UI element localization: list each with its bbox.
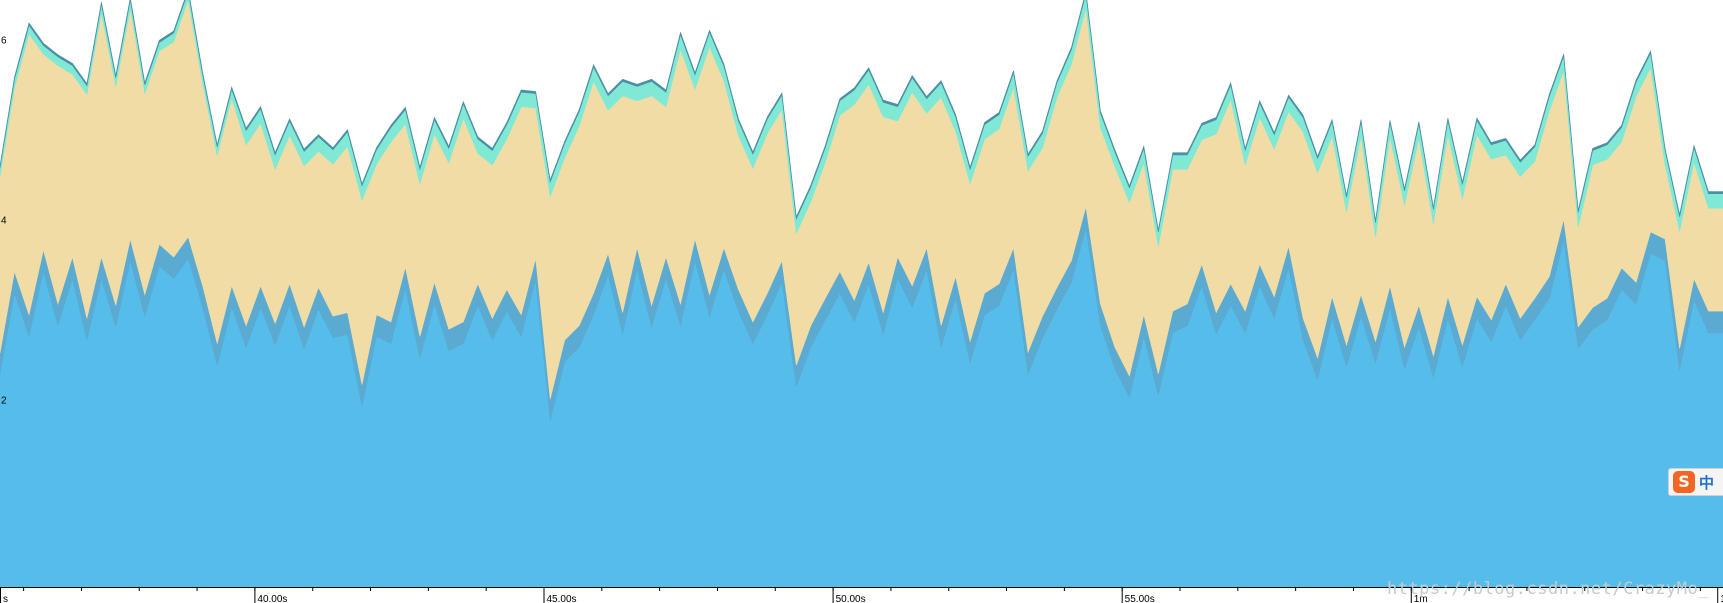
x-tick-label: 1m5 [1720,594,1723,603]
x-tick-label: 50.00s [836,594,866,603]
y-axis: 2 4 6 [1,36,7,407]
y-tick-label: 6 [1,36,7,47]
x-tick-label: 45.00s [546,594,576,603]
series-area-5 [0,0,1723,232]
series-areas [0,0,1723,588]
x-tick-label: 55.00s [1125,594,1155,603]
y-tick-label: 4 [1,216,7,227]
x-tick-label: 1m [1414,594,1428,603]
watermark-text: https://blog.csdn.net/CrazyMo_ [1386,579,1709,599]
input-method-indicator[interactable]: S 中 [1668,468,1723,496]
x-axis: s 40.00s 45.00s 50.00s 55.00s 1m 1m5 [0,587,1723,603]
x-tick-label: s [3,594,8,603]
y-tick-label: 2 [1,396,7,407]
x-tick-label: 40.00s [257,594,287,603]
sogou-logo-icon: S [1673,471,1695,493]
ime-mode-label: 中 [1699,473,1715,492]
